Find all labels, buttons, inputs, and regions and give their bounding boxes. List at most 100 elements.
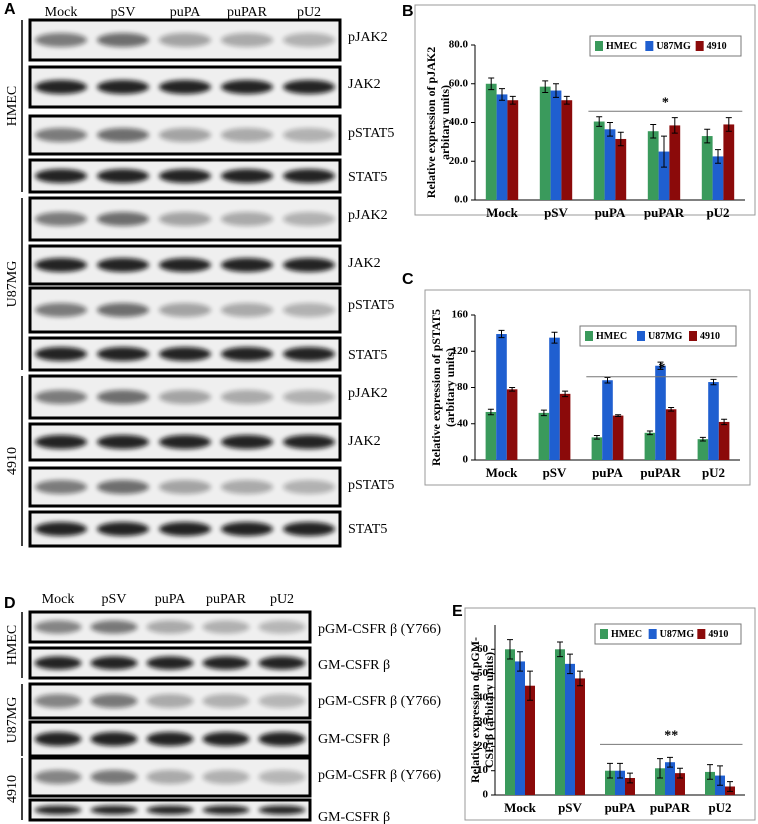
row-label: pGM-CSFR β (Y766) [318,694,441,709]
blot-band [34,169,88,183]
bar [591,437,603,460]
annotation: ** [664,729,678,744]
annotation: * [658,361,665,376]
y-axis-label: arbitary units) [438,85,452,160]
bar [506,389,518,460]
error-bar [507,639,513,660]
blot-band [158,80,212,94]
blot-band [34,258,88,272]
x-tick-label: puPA [595,205,626,220]
y-axis-label: CSFrβ (arbitary units) [482,652,496,768]
y-tick-label: 0 [483,789,489,801]
blot-band [158,33,212,47]
error-bar [563,95,570,105]
x-tick-label: pSV [558,800,582,815]
blot-band [158,303,212,317]
x-tick-label: Mock [486,205,519,220]
bar [602,380,613,460]
error-bar [596,116,603,127]
y-tick-label: 10 [477,764,489,776]
row-label: pSTAT5 [348,298,394,313]
x-tick-label: Mock [486,465,519,480]
blot-band [220,347,274,361]
bar [496,94,508,200]
bar [705,771,715,795]
x-tick-label: pU2 [706,205,729,220]
bar [701,136,713,200]
lane-label: pSV [111,5,136,20]
blot-band [282,347,336,361]
error-bar [704,128,711,144]
blot-band [220,33,274,47]
error-bar [667,756,673,768]
blot-band [202,620,250,634]
blot-band [34,33,88,47]
y-tick-label: 40 [457,417,469,429]
error-bar [725,117,732,132]
bar [712,156,724,200]
blot-band [158,435,212,449]
x-tick-label: pU2 [708,800,731,815]
lane-label: pU2 [270,592,294,607]
error-bar [557,641,563,658]
blot-band [282,80,336,94]
panel-label: C [402,271,414,288]
legend-label: HMEC [611,629,642,640]
y-tick-label: 0 [463,454,469,466]
error-bar [509,95,516,105]
blot-band [258,732,306,746]
blot-band [34,656,82,670]
row-label: STAT5 [348,522,387,537]
blot-band [34,522,88,536]
error-bar [617,131,624,147]
blot-band [96,347,150,361]
blot-band [96,522,150,536]
blot-band [258,656,306,670]
legend-label: 4910 [708,629,728,640]
bar [644,432,656,460]
group-label: U87MG [5,697,20,744]
blot-band [282,522,336,536]
row-label: JAK2 [348,434,381,449]
lane-label: pSV [102,592,127,607]
x-tick-label: pU2 [702,465,725,480]
blot-band [90,620,138,634]
bar [625,778,635,795]
blot-band [158,390,212,404]
error-bar [671,117,678,134]
y-axis-label: Relative expression of pGM- [468,637,482,783]
lane-label: puPAR [206,592,247,607]
y-tick-label: 50 [477,667,489,679]
blot-band [96,258,150,272]
error-bar [717,765,723,786]
error-bar [710,378,717,386]
row-label: pGM-CSFR β (Y766) [318,768,441,783]
x-tick-label: pSV [543,465,567,480]
x-tick-label: puPA [592,465,623,480]
y-tick-label: 20.0 [449,155,469,167]
group-label: 4910 [5,775,20,803]
error-bar [617,762,623,779]
blot-band [90,770,138,784]
legend-swatch [585,331,593,341]
blot-band [34,212,88,226]
error-bar [707,764,713,780]
error-bar [646,430,653,436]
group-label: U87MG [5,261,20,308]
y-axis-label: Relative expression of pSTAT5 [429,309,443,466]
blot-band [90,805,138,815]
legend-label: 4910 [700,331,720,342]
row-label: pJAK2 [348,208,388,223]
blot-band [220,212,274,226]
error-bar [551,331,558,344]
blot-band [282,480,336,494]
chart-frame [424,289,751,486]
blot-band [282,303,336,317]
blot-band [258,805,306,815]
error-bar [553,83,559,98]
y-tick-label: 160 [452,309,469,321]
bar [485,411,497,460]
y-tick-label: 60.0 [449,77,469,89]
chart-frame [464,607,756,821]
error-bar [487,408,494,416]
